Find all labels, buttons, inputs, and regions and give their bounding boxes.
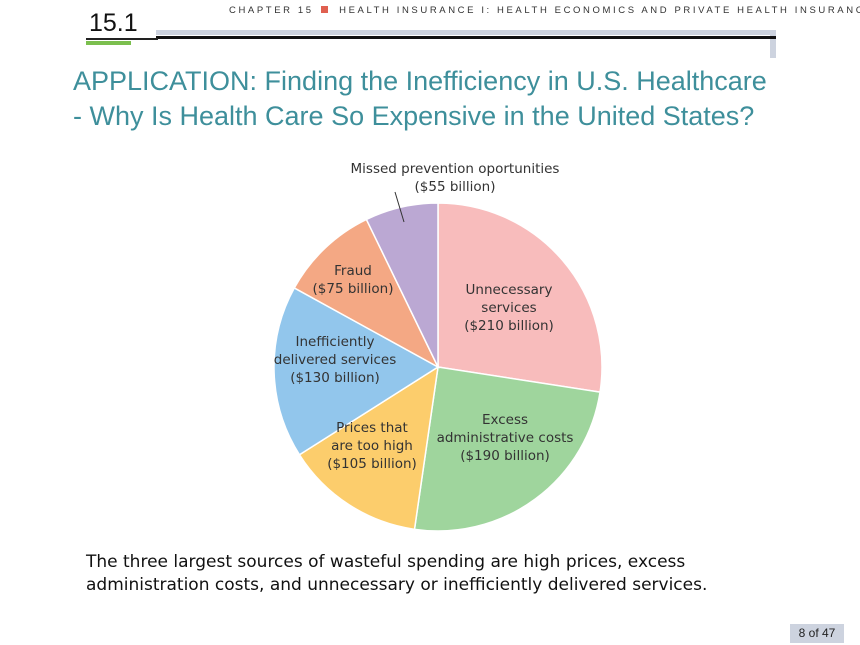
section-green-tab	[86, 41, 131, 45]
chapter-label: CHAPTER 15	[229, 5, 314, 16]
slice-label: Prices that are too high ($105 billion)	[327, 420, 417, 472]
pie-slice	[293, 218, 440, 369]
section-rule	[86, 38, 158, 40]
slice-label: Fraud ($75 billion)	[313, 263, 394, 297]
pie-slice	[413, 366, 601, 532]
chapter-subtitle: HEALTH INSURANCE I: HEALTH ECONOMICS AND…	[339, 5, 860, 16]
pie-slice	[273, 286, 440, 456]
slice-label: Excess administrative costs ($190 billion)	[437, 412, 574, 464]
chapter-header: CHAPTER 15 HEALTH INSURANCE I: HEALTH EC…	[229, 5, 860, 16]
pie-slice	[365, 202, 439, 368]
pie-slice	[298, 365, 439, 531]
header-grey-bar	[156, 30, 776, 35]
page-indicator: 8 of 47	[790, 624, 844, 643]
header-grey-bar-end	[770, 30, 776, 58]
slice-label: Inefficiently delivered services ($130 bil…	[274, 334, 396, 386]
section-number: 15.1	[89, 9, 138, 37]
separator-square-icon	[320, 6, 328, 13]
pie-slice	[437, 202, 603, 394]
leader-line	[394, 191, 405, 223]
slide-title: APPLICATION: Finding the Inefficiency in…	[73, 66, 767, 131]
slice-label: Missed prevention oportunities ($55 billi…	[351, 161, 560, 195]
pie-chart: Unnecessary services ($210 billion) Excess a…	[273, 161, 603, 532]
header-rule	[156, 36, 776, 39]
slide-caption: The three largest sources of wasteful sp…	[86, 552, 708, 595]
slice-label: Unnecessary services ($210 billion)	[464, 282, 554, 334]
